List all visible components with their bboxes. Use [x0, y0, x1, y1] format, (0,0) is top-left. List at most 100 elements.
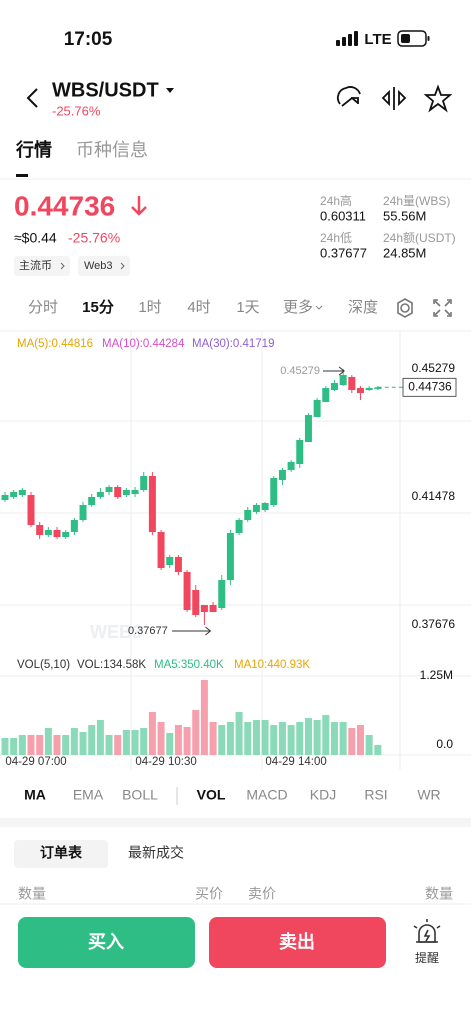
candle-body — [96, 491, 104, 498]
candle-body — [235, 520, 243, 533]
alert-icon[interactable] — [413, 919, 441, 943]
last-price-box — [402, 377, 457, 397]
back-button[interactable] — [26, 88, 38, 108]
settings-icon[interactable] — [397, 298, 413, 318]
candle-body — [10, 491, 18, 498]
candle-body — [278, 470, 286, 481]
candle-body — [53, 530, 61, 538]
volume-bar — [174, 725, 182, 755]
candle-body — [330, 382, 338, 391]
low-annotation: 0.37677 — [128, 625, 168, 637]
interval[interactable]: 深度 — [348, 299, 378, 316]
more-arrow — [315, 305, 323, 310]
compare-icon[interactable] — [381, 87, 407, 110]
approx-price: ≈$0.44 — [14, 230, 57, 246]
indicator[interactable]: MACD — [246, 787, 287, 803]
candle-body — [374, 387, 382, 389]
volume-bar — [244, 721, 252, 755]
tag-box[interactable] — [14, 256, 70, 276]
volume-bar — [287, 725, 295, 755]
volume-bar — [36, 735, 44, 755]
volume-axis-label: 0.0 — [436, 737, 453, 751]
interval[interactable]: 更多 — [283, 299, 313, 316]
alert-label[interactable]: 提醒 — [415, 950, 439, 965]
volume-axis-label: 1.25M — [420, 668, 453, 682]
indicator-active[interactable]: VOL — [197, 787, 226, 803]
candle-body — [261, 502, 269, 511]
volume-bar — [27, 735, 35, 755]
tab-market[interactable]: 行情 — [15, 139, 52, 160]
volume-bar — [356, 725, 364, 755]
buy-label[interactable]: 买入 — [88, 932, 124, 952]
volume-bar — [183, 727, 191, 755]
candle-body — [62, 531, 70, 538]
volume-bar — [192, 710, 200, 755]
candle-body — [296, 440, 304, 465]
tab-indicator — [16, 174, 28, 177]
volume-bar — [44, 728, 52, 755]
stat-label: 24h高 — [320, 193, 352, 208]
pair-change: -25.76% — [52, 103, 101, 118]
buy-button[interactable] — [18, 917, 195, 968]
last-price: 0.44736 — [14, 190, 115, 221]
candle-body — [44, 530, 52, 536]
sell-label[interactable]: 卖出 — [279, 931, 315, 952]
vol-legend: MA5:350.40K — [154, 659, 224, 671]
tab-info[interactable]: 币种信息 — [76, 140, 148, 160]
volume-bar — [278, 721, 286, 755]
indicator[interactable]: EMA — [73, 787, 104, 803]
pair-name[interactable]: WBS/USDT — [52, 79, 159, 101]
interval[interactable]: 4时 — [187, 299, 210, 316]
volume-bar — [70, 728, 78, 755]
volume-bar — [261, 720, 269, 755]
candle-body — [36, 525, 44, 536]
battery-icon — [397, 30, 430, 47]
order-tab-box[interactable] — [14, 840, 108, 868]
tag[interactable]: Web3 — [84, 260, 113, 272]
stat-label: 24h量(WBS) — [383, 194, 450, 208]
volume-bar — [209, 721, 217, 755]
share-icon[interactable] — [337, 86, 361, 107]
interval-active[interactable]: 15分 — [82, 299, 114, 316]
tag-arrow — [60, 262, 65, 270]
section-gap — [0, 818, 471, 827]
pair-dropdown[interactable] — [166, 88, 174, 93]
x-tick-label: 04-29 10:30 — [135, 756, 196, 768]
volume-bar — [114, 735, 122, 755]
indicator-active[interactable]: MA — [24, 787, 46, 803]
volume-bar — [252, 720, 260, 755]
interval[interactable]: 1天 — [236, 299, 259, 316]
down-arrow — [131, 196, 147, 216]
last-price-label: 0.44736 — [408, 379, 452, 393]
x-tick-label: 04-29 14:00 — [265, 756, 326, 768]
candle-body — [287, 461, 295, 471]
order-tab[interactable]: 最新成交 — [128, 845, 184, 861]
indicator[interactable]: WR — [417, 787, 440, 803]
volume-bar — [226, 721, 234, 755]
indicator[interactable]: BOLL — [122, 787, 158, 803]
sell-button[interactable] — [209, 917, 386, 968]
candles — [1, 369, 382, 625]
order-tab-active[interactable]: 订单表 — [40, 845, 83, 861]
volume-bar — [157, 721, 165, 755]
candle-body — [166, 557, 174, 566]
candle-body — [339, 375, 347, 386]
candle-body — [174, 557, 182, 572]
volume-bar — [122, 729, 130, 755]
candle-body — [105, 487, 113, 492]
interval[interactable]: 分时 — [28, 299, 58, 316]
candle-body — [192, 590, 200, 616]
volume-bar — [88, 725, 96, 755]
tag-box[interactable] — [78, 256, 130, 276]
stat-label: 24h低 — [320, 231, 352, 245]
volume-bar — [140, 728, 148, 755]
interval[interactable]: 1时 — [138, 299, 161, 316]
volume-bar — [105, 735, 113, 755]
tag[interactable]: 主流币 — [19, 258, 52, 272]
indicator[interactable]: KDJ — [310, 787, 336, 803]
candle-body — [114, 487, 122, 498]
fullscreen-icon[interactable] — [433, 299, 452, 317]
favorite-icon[interactable] — [423, 84, 453, 113]
indicator[interactable]: RSI — [364, 787, 387, 803]
